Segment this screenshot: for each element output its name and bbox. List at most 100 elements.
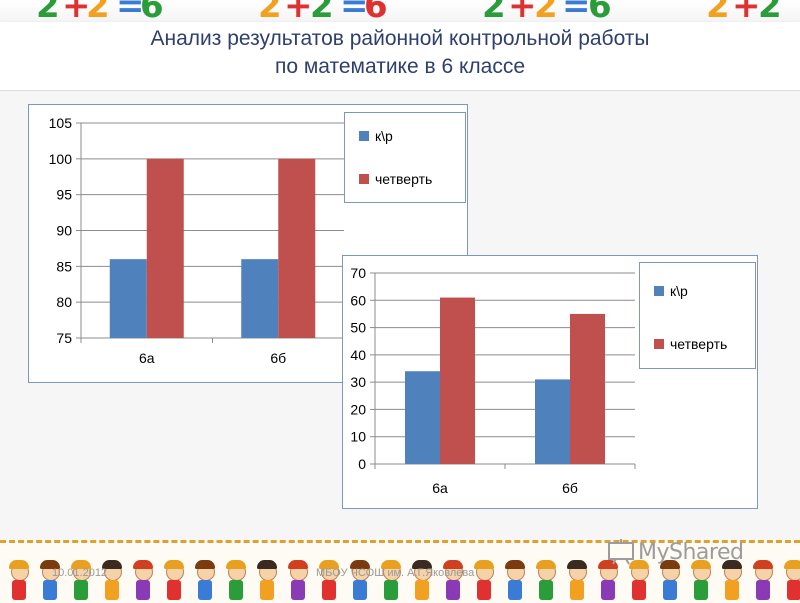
decorative-bottom-strip	[0, 540, 800, 603]
cartoon-child-icon	[101, 560, 123, 603]
body	[787, 580, 800, 600]
plus-icon: +	[732, 0, 761, 22]
hair	[660, 560, 680, 569]
hair	[164, 560, 184, 569]
math-symbol-icon: 2	[310, 0, 334, 22]
hair	[505, 560, 525, 569]
title-line-2: по математике в 6 классе	[274, 55, 526, 78]
cartoon-child-icon	[783, 560, 800, 603]
math-symbol-icon: 2	[534, 0, 558, 22]
cartoon-child-icon	[39, 560, 61, 603]
chart-2-svg: 0 10 20 30 40 50 60 70 6а 6б	[350, 265, 636, 496]
math-symbol-icon: 6	[140, 0, 164, 22]
hair	[443, 560, 463, 569]
hair	[474, 560, 494, 569]
y-tick-label: 100	[49, 151, 73, 167]
legend-item-series-1: к\р	[654, 283, 688, 299]
body	[167, 580, 181, 600]
cartoon-child-icon	[70, 560, 92, 603]
watermark-text: MyShared	[638, 540, 744, 565]
body	[74, 580, 88, 600]
bar-quarter-2	[278, 158, 316, 338]
equals-icon: =	[116, 0, 145, 22]
title-line-1: Анализ результатов районной контрольной …	[150, 27, 650, 50]
legend-item-series-2: четверть	[654, 336, 727, 352]
presentation-icon	[608, 539, 634, 565]
math-symbol-icon: 6	[364, 0, 388, 22]
y-tick-label: 40	[350, 347, 366, 363]
body	[539, 580, 553, 600]
hair	[319, 560, 339, 569]
chart-top-left: 75 80 85 90 95 100 105 6а 6б к\р четверть	[28, 104, 468, 383]
hair	[40, 560, 60, 569]
legend-label: четверть	[375, 171, 433, 187]
legend-swatch-red	[359, 174, 369, 185]
cartoon-child-icon	[287, 560, 309, 603]
hair	[536, 560, 556, 569]
legend-swatch-red	[654, 339, 664, 350]
math-symbol-icon: 2	[86, 0, 110, 22]
y-tick-label: 0	[358, 456, 366, 472]
body	[43, 580, 57, 600]
body	[198, 580, 212, 600]
y-tick-label: 75	[56, 330, 72, 346]
cartoon-child-icon	[597, 560, 619, 603]
cartoon-child-icon	[690, 560, 712, 603]
cartoon-child-icon	[659, 560, 681, 603]
math-symbol-icon: 2	[706, 0, 730, 22]
slide-title: Анализ результатов районной контрольной …	[0, 22, 800, 91]
hair	[598, 560, 618, 569]
cartoon-child-icon	[504, 560, 526, 603]
bar-quarter-2	[570, 313, 605, 464]
footer-date: 10.01.2012	[52, 567, 108, 579]
x-category-label: 6а	[432, 480, 448, 496]
math-symbol-icon: 2	[482, 0, 506, 22]
body	[291, 580, 305, 600]
hair	[226, 560, 246, 569]
chart-1-svg: 75 80 85 90 95 100 105 6а 6б	[49, 115, 345, 366]
body	[136, 580, 150, 600]
body	[12, 580, 26, 600]
bar-kr-1	[405, 371, 440, 464]
y-tick-label: 10	[350, 429, 366, 445]
y-tick-label: 80	[56, 294, 72, 310]
body	[570, 580, 584, 600]
cartoon-child-icon	[8, 560, 30, 603]
x-category-label: 6б	[270, 350, 286, 366]
math-symbol-icon: 2	[758, 0, 782, 22]
bar-kr-2	[535, 379, 570, 464]
hair	[133, 560, 153, 569]
body	[694, 580, 708, 600]
y-tick-label: 85	[56, 258, 72, 274]
plus-icon: +	[62, 0, 91, 22]
body	[353, 580, 367, 600]
legend-item-series-2: четверть	[359, 171, 432, 187]
hair	[9, 560, 29, 569]
math-symbol-icon: 2	[36, 0, 60, 22]
y-tick-label: 70	[350, 265, 366, 281]
body	[415, 580, 429, 600]
cartoon-child-icon	[256, 560, 278, 603]
cartoon-child-icon	[318, 560, 340, 603]
legend-label: к\р	[670, 283, 688, 299]
hair	[195, 560, 215, 569]
cartoon-child-icon	[163, 560, 185, 603]
hair	[784, 560, 800, 569]
hair	[71, 560, 91, 569]
y-tick-label: 50	[350, 320, 366, 336]
plus-icon: +	[284, 0, 313, 22]
cartoon-child-icon	[442, 560, 464, 603]
x-category-label: 6б	[562, 480, 578, 496]
decorative-top-strip: 2 + 2 = 6 2 + 2 = 6 2 + 2 = 6 2 + 2	[0, 0, 800, 22]
x-category-label: 6а	[139, 350, 155, 366]
legend-swatch-blue	[359, 131, 369, 142]
hair	[412, 560, 432, 569]
chart-bottom-right: 0 10 20 30 40 50 60 70 6а 6б к\р четверть	[342, 255, 758, 509]
y-tick-label: 30	[350, 374, 366, 390]
body	[384, 580, 398, 600]
bar-kr-2	[241, 259, 279, 338]
body	[663, 580, 677, 600]
equals-icon: =	[340, 0, 369, 22]
body	[229, 580, 243, 600]
math-symbol-icon: 2	[258, 0, 282, 22]
